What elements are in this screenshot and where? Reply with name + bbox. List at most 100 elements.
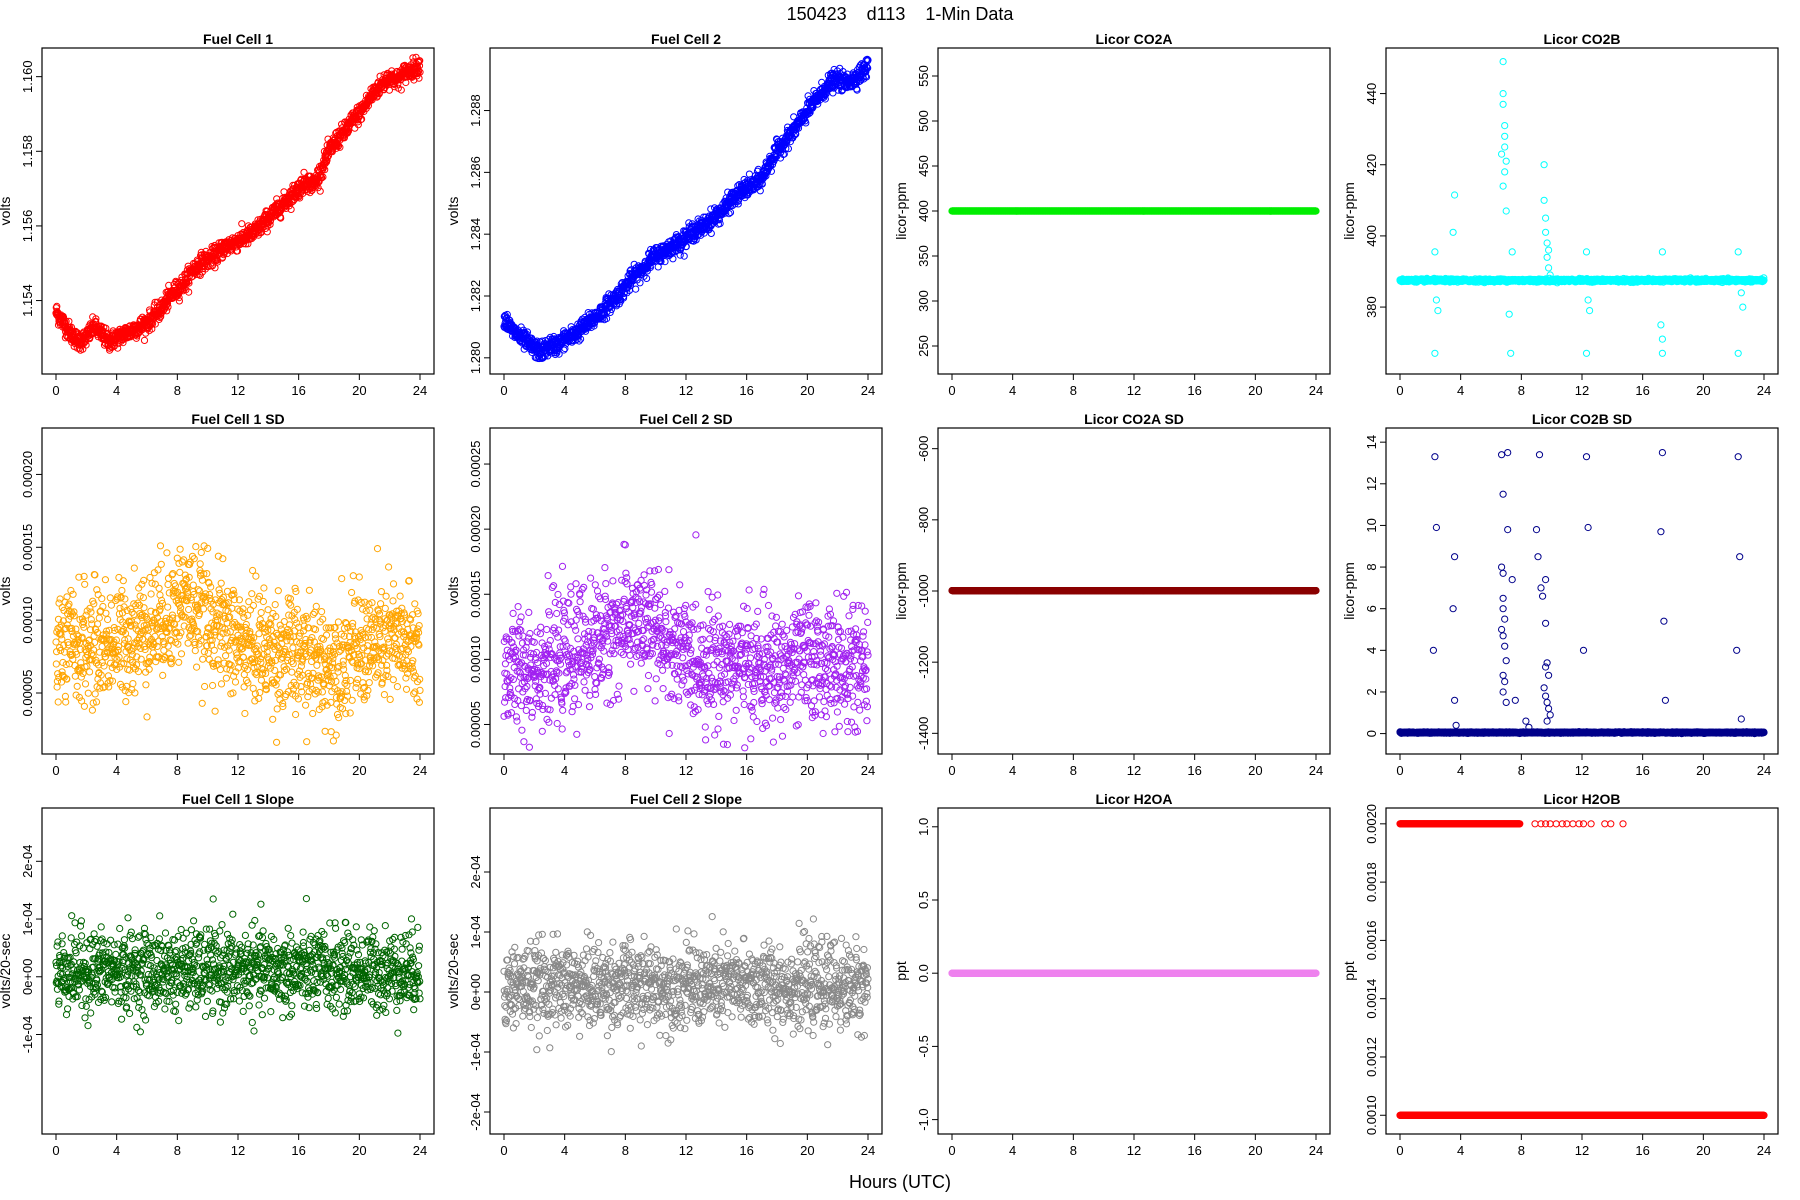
x-tick-label: 0 bbox=[948, 383, 955, 398]
data-point bbox=[148, 325, 156, 333]
x-tick-label: 20 bbox=[1696, 383, 1710, 398]
data-point bbox=[300, 168, 308, 176]
data-point bbox=[409, 54, 417, 62]
data-point bbox=[767, 167, 776, 175]
y-axis-label: licor-ppm bbox=[893, 182, 909, 240]
data-point bbox=[336, 143, 344, 151]
data-point bbox=[864, 56, 872, 64]
x-tick-label: 8 bbox=[1070, 383, 1077, 398]
data-point bbox=[632, 285, 640, 293]
data-point bbox=[603, 315, 611, 323]
y-tick-label: 380 bbox=[1364, 296, 1379, 318]
y-tick-label: 250 bbox=[916, 335, 931, 357]
data-point bbox=[244, 240, 252, 248]
data-point bbox=[506, 316, 514, 324]
y-tick-label: 350 bbox=[916, 245, 931, 267]
x-tick-label: 8 bbox=[622, 383, 629, 398]
data-point bbox=[692, 236, 700, 244]
data-point bbox=[676, 251, 684, 259]
x-tick-label: 8 bbox=[174, 383, 181, 398]
y-tick-label: 1.280 bbox=[468, 342, 483, 375]
data-point bbox=[590, 322, 598, 330]
x-tick-label: 0 bbox=[52, 383, 59, 398]
data-point bbox=[140, 336, 149, 344]
data-point bbox=[577, 335, 585, 343]
data-point bbox=[82, 341, 90, 349]
data-point bbox=[762, 172, 770, 180]
y-axis-label: licor-ppm bbox=[1341, 182, 1357, 240]
plot-frame bbox=[1385, 47, 1779, 375]
data-point bbox=[502, 315, 510, 323]
y-tick-label: 500 bbox=[916, 110, 931, 132]
data-point bbox=[287, 205, 295, 213]
data-point bbox=[834, 86, 842, 94]
chart-title: Licor CO2A bbox=[1095, 31, 1172, 47]
data-point bbox=[661, 258, 669, 266]
x-tick-label: 24 bbox=[1757, 383, 1771, 398]
y-tick-label: 300 bbox=[916, 290, 931, 312]
data-point bbox=[397, 86, 405, 94]
data-point bbox=[213, 258, 222, 266]
data-point bbox=[724, 188, 732, 196]
x-tick-label: 4 bbox=[1457, 383, 1464, 398]
data-point bbox=[575, 337, 583, 345]
x-tick-label: 0 bbox=[500, 383, 507, 398]
data-point bbox=[853, 86, 861, 94]
figure-title: 150423 d113 1-Min Data bbox=[786, 4, 1014, 24]
chart-title: Fuel Cell 2 bbox=[651, 31, 721, 47]
x-tick-label: 4 bbox=[561, 383, 568, 398]
x-tick-label: 16 bbox=[739, 383, 753, 398]
data-point bbox=[561, 344, 569, 353]
y-tick-label: 1.288 bbox=[468, 94, 483, 127]
y-axis-label: volts bbox=[0, 197, 13, 226]
data-point bbox=[773, 152, 781, 161]
data-point bbox=[680, 252, 688, 260]
x-tick-label: 20 bbox=[800, 383, 814, 398]
x-tick-label: 16 bbox=[1187, 383, 1201, 398]
data-point bbox=[716, 220, 724, 228]
y-tick-label: 400 bbox=[916, 200, 931, 222]
data-point bbox=[107, 343, 115, 351]
data-point bbox=[657, 258, 665, 266]
data-point bbox=[636, 279, 644, 287]
y-tick-label: 440 bbox=[1364, 83, 1379, 105]
data-point bbox=[211, 264, 219, 272]
data-point bbox=[165, 281, 173, 289]
data-point bbox=[707, 229, 715, 237]
data-point bbox=[792, 130, 800, 138]
data-point bbox=[864, 64, 872, 72]
data-point bbox=[238, 220, 246, 228]
data-point bbox=[726, 208, 735, 216]
data-point bbox=[643, 274, 651, 282]
x-tick-label: 24 bbox=[861, 383, 875, 398]
x-tick-label: 20 bbox=[352, 383, 366, 398]
y-tick-label: 450 bbox=[916, 155, 931, 177]
data-point bbox=[185, 288, 193, 296]
x-tick-label: 0 bbox=[1396, 383, 1403, 398]
data-points bbox=[1396, 58, 1768, 357]
data-point bbox=[758, 180, 766, 188]
data-point bbox=[313, 179, 321, 187]
x-tick-label: 24 bbox=[1309, 383, 1323, 398]
y-tick-label: 1.286 bbox=[468, 156, 483, 189]
data-point bbox=[175, 294, 183, 302]
data-point bbox=[164, 303, 172, 311]
data-point bbox=[316, 187, 324, 195]
data-points bbox=[52, 53, 424, 354]
data-point bbox=[358, 115, 366, 123]
y-tick-label: 1.156 bbox=[20, 210, 35, 243]
y-tick-label: 1.154 bbox=[20, 284, 35, 317]
chart-title: Fuel Cell 1 bbox=[203, 31, 273, 47]
data-point bbox=[669, 255, 677, 263]
y-tick-label: 550 bbox=[916, 65, 931, 87]
data-point bbox=[756, 187, 764, 195]
data-point bbox=[323, 153, 332, 161]
data-point bbox=[782, 145, 790, 153]
x-tick-label: 8 bbox=[1518, 383, 1525, 398]
data-point bbox=[533, 337, 541, 345]
